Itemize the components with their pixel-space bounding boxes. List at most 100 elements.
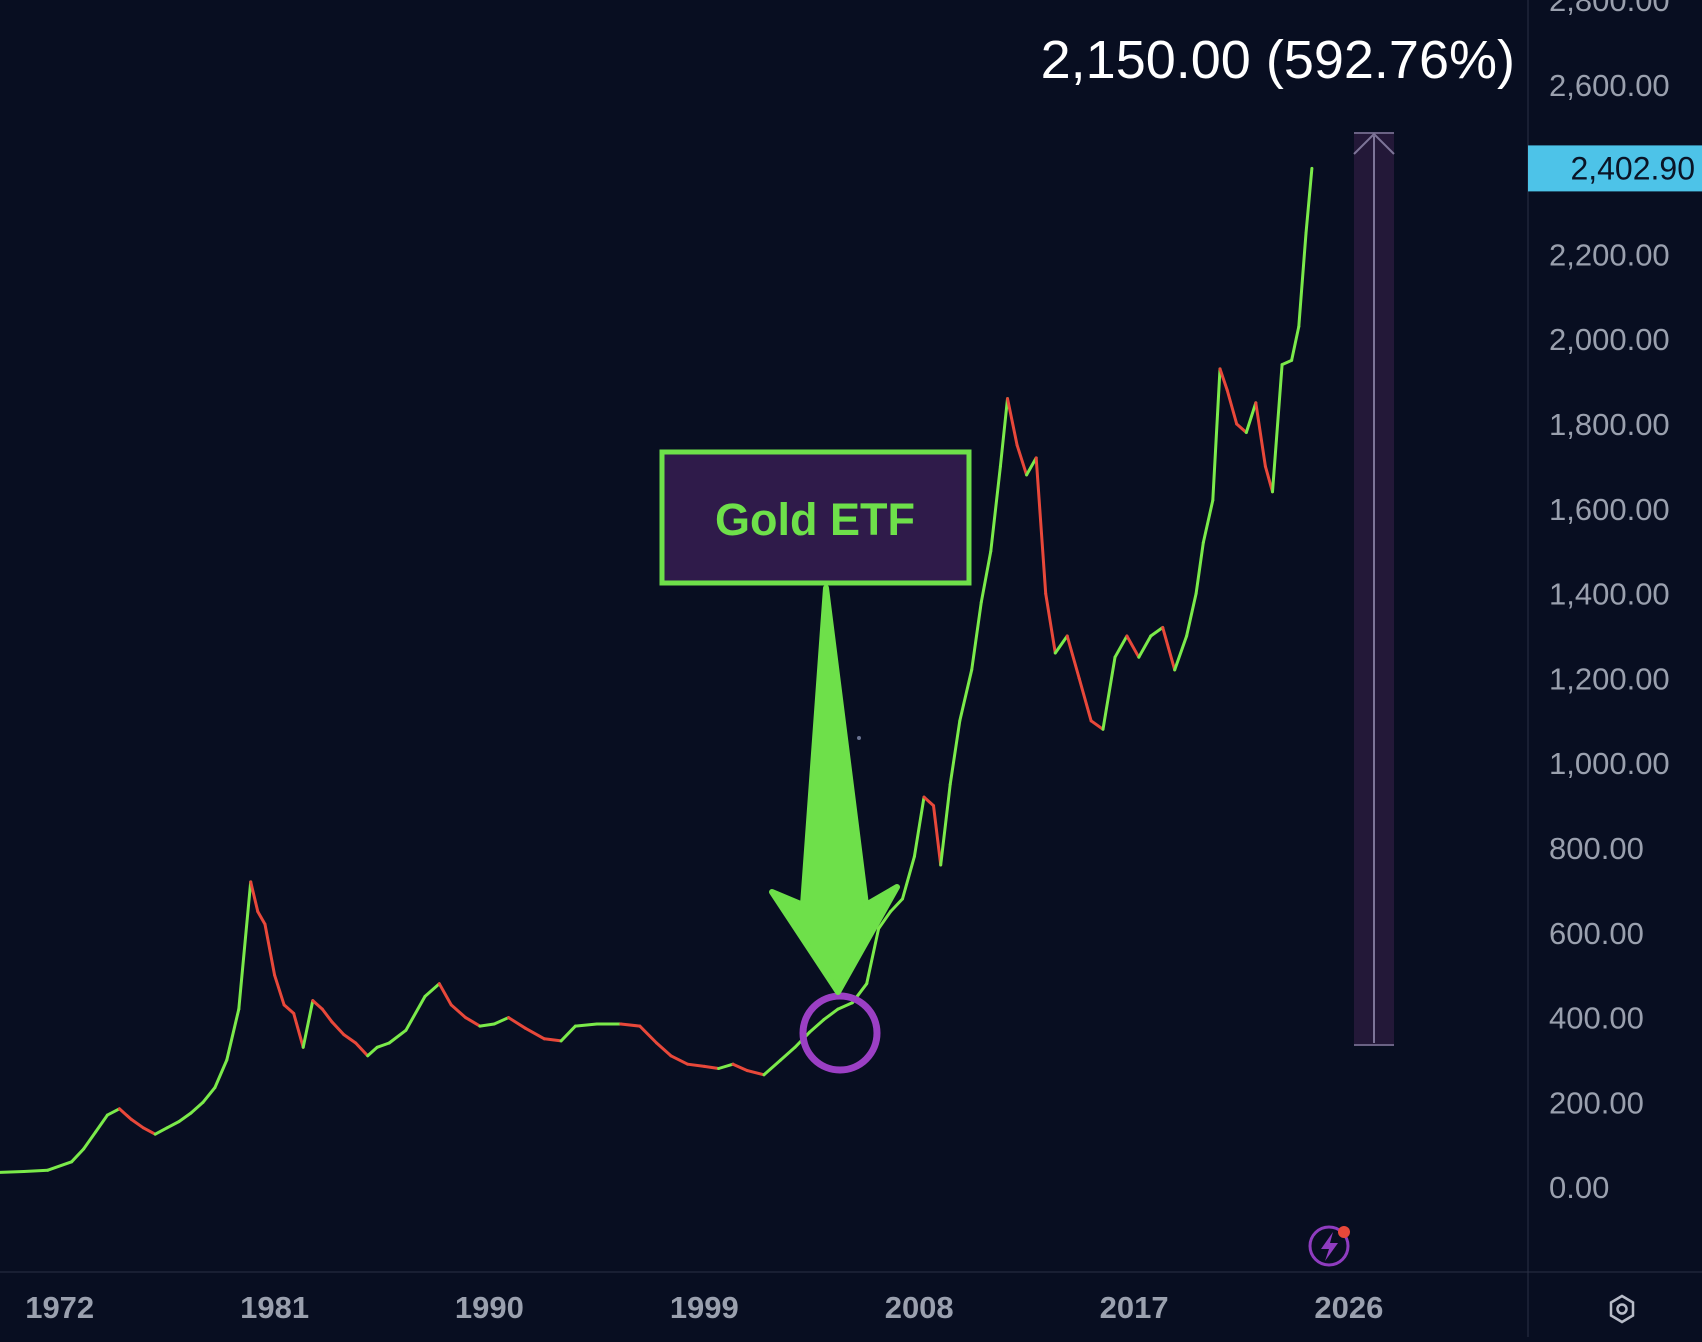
price-segment	[762, 1058, 783, 1077]
y-tick-label: 400.00	[1549, 1001, 1644, 1036]
price-segment	[717, 1062, 735, 1070]
price-segment	[237, 880, 253, 1011]
price-segment	[865, 927, 881, 986]
price-segment	[948, 719, 962, 786]
y-tick-label: 2,600.00	[1549, 68, 1670, 103]
annotation-label: Gold ETF	[715, 494, 915, 545]
price-segment	[301, 999, 315, 1049]
last-price-badge: 2,402.90	[1528, 145, 1702, 192]
price-series	[0, 166, 1314, 1174]
price-segment	[1025, 456, 1038, 477]
price-segment	[523, 1026, 546, 1041]
y-tick-label: 1,400.00	[1549, 577, 1670, 612]
price-segment	[1006, 397, 1019, 447]
price-segment	[1290, 325, 1301, 362]
price-segment	[82, 1130, 97, 1151]
price-segment	[213, 1058, 229, 1090]
price-segment	[507, 1016, 527, 1030]
price-segment	[958, 668, 974, 723]
price-segment	[70, 1147, 86, 1164]
price-segment	[970, 600, 983, 672]
arrow-down-icon	[769, 585, 900, 995]
price-segment	[559, 1024, 577, 1043]
price-segment	[117, 1107, 133, 1121]
price-segment	[1201, 498, 1215, 545]
price-segment	[1271, 363, 1284, 494]
y-tick-label: 200.00	[1549, 1085, 1644, 1120]
price-segment	[177, 1111, 193, 1123]
price-segment	[263, 922, 277, 977]
price-segment	[153, 1126, 169, 1136]
last-price-label: 2,402.90	[1570, 150, 1695, 186]
price-segment	[912, 795, 926, 858]
price-segment	[1254, 401, 1267, 468]
price-segment	[1297, 231, 1308, 328]
price-segment	[141, 1126, 157, 1136]
y-tick-label: 2,200.00	[1549, 237, 1670, 272]
lightning-icon[interactable]	[1308, 1225, 1350, 1267]
price-segment	[46, 1160, 74, 1172]
price-segment	[478, 1022, 496, 1028]
price-segment	[779, 1045, 797, 1062]
price-segment	[822, 1007, 840, 1022]
price-segment	[449, 1003, 468, 1020]
price-segment	[889, 897, 904, 914]
price-segment	[1244, 401, 1258, 434]
price-segment	[836, 1001, 854, 1011]
price-segment	[1089, 719, 1105, 731]
settings-hexagon-icon[interactable]	[1609, 1294, 1635, 1324]
price-segment	[619, 1022, 642, 1028]
price-segment	[423, 982, 441, 998]
time-axis[interactable]: 1972 1981 1990 1999 2008 2017 2026	[25, 1290, 1383, 1325]
price-segment	[375, 1041, 391, 1049]
price-segment	[404, 994, 427, 1032]
price-segment	[1077, 676, 1093, 723]
measure-tool[interactable]: 2,150.00 (592.76%)	[1041, 30, 1515, 1046]
price-segment	[669, 1054, 690, 1066]
price-segment	[225, 1007, 241, 1062]
price-segment	[1194, 541, 1205, 596]
price-segment	[1225, 388, 1239, 426]
price-segment	[1304, 166, 1314, 235]
price-segment	[1149, 626, 1165, 638]
price-segment	[877, 910, 892, 931]
price-segment	[1065, 634, 1081, 680]
price-segment	[939, 782, 952, 867]
y-tick-label: 1,600.00	[1549, 492, 1670, 527]
price-segment	[542, 1037, 563, 1043]
price-segment	[387, 1028, 408, 1045]
x-tick-label: 2008	[885, 1290, 954, 1325]
gold-etf-annotation[interactable]: Gold ETF	[659, 449, 972, 995]
price-segment	[932, 804, 943, 867]
price-segment	[292, 1011, 305, 1049]
price-segment	[165, 1120, 181, 1130]
y-tick-label: 1,800.00	[1549, 407, 1670, 442]
price-segment	[1137, 634, 1153, 659]
price-segment	[256, 910, 267, 926]
measure-label: 2,150.00 (592.76%)	[1041, 30, 1515, 90]
price-segment	[366, 1045, 379, 1058]
highlight-circle	[799, 992, 881, 1074]
y-tick-label: 600.00	[1549, 916, 1644, 951]
y-tick-label: 2,800.00	[1549, 0, 1670, 18]
price-segment	[702, 1064, 721, 1070]
price-segment	[686, 1062, 706, 1068]
price-segment	[1113, 634, 1129, 659]
price-segment	[573, 1022, 599, 1028]
price-segment	[1015, 443, 1029, 477]
price-segment	[745, 1069, 766, 1077]
price-segment	[922, 795, 935, 808]
price-segment	[989, 464, 1002, 553]
price-segment	[273, 973, 286, 1007]
price-segment	[1280, 358, 1294, 367]
annotation-box	[659, 449, 972, 586]
measure-arrow-head	[1353, 132, 1395, 155]
y-tick-label: 1,000.00	[1549, 746, 1670, 781]
price-segment	[249, 880, 260, 914]
price-segment	[320, 1007, 334, 1024]
price-axis[interactable]: 0.00 200.00 400.00 600.00 800.00 1,000.00 1,20…	[1549, 0, 1670, 1205]
price-segment	[1044, 592, 1057, 655]
price-segment	[282, 1003, 296, 1015]
price-segment	[1034, 456, 1048, 596]
